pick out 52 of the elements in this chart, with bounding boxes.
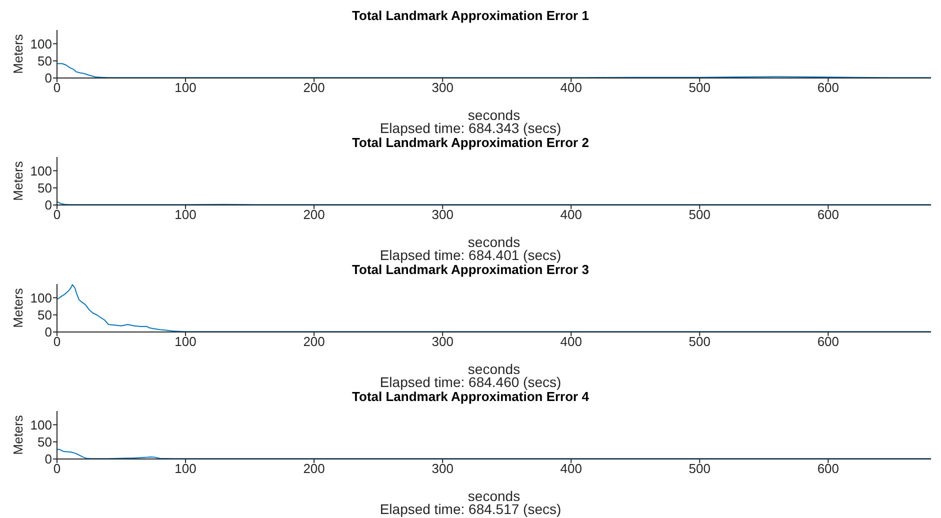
x-tick-label: 100 [174,334,196,350]
x-tick-label: 200 [303,207,325,222]
y-tick-label: 100 [30,290,52,306]
y-tick-label: 0 [44,452,52,467]
x-tick-label: 500 [688,207,710,222]
x-tick-label: 300 [432,461,454,476]
y-axis-title: Meters [10,160,26,201]
text: Elapsed time: 684.517 (secs) [378,501,562,517]
x-tick-label: 300 [432,80,454,96]
y-tick-label: 0 [44,198,52,213]
x-tick-label: 500 [688,80,710,96]
x-tick-label: 500 [688,334,710,350]
y-tick-label: 50 [38,180,52,196]
x-tick-label: 300 [432,334,454,350]
text: Elapsed time: 684.343 (secs) [378,120,562,136]
text: Elapsed time: 684.401 (secs) [378,247,562,263]
x-tick-label: 400 [560,461,582,476]
chart-title: Total Landmark Approximation Error 1 [351,8,590,24]
x-tick-label: 300 [432,207,454,222]
x-axis-title: seconds [468,488,520,504]
y-axis-title: Meters [10,288,26,328]
x-tick-label: 100 [174,207,196,222]
y-tick-label: 50 [38,307,52,322]
x-tick-label: 500 [688,461,710,476]
x-axis-title: seconds [468,107,520,123]
chart-title: Total Landmark Approximation Error 4 [351,389,590,405]
y-tick-label: 50 [38,434,52,450]
x-tick-label: 600 [817,207,840,222]
y-tick-label: 0 [44,70,52,86]
y-tick-label: 100 [30,417,52,432]
x-tick-label: 400 [560,80,582,96]
x-axis-title: seconds [468,361,520,377]
x-tick-label: 600 [817,80,840,96]
y-tick-label: 0 [44,324,52,340]
chart-title: Total Landmark Approximation Error 3 [351,262,590,278]
y-tick-label: 100 [30,36,52,52]
x-tick-label: 400 [560,207,582,222]
x-tick-label: 200 [303,461,325,476]
x-tick-label: 200 [303,334,325,350]
chart-title: Total Landmark Approximation Error 2 [351,135,590,151]
x-axis-title: seconds [468,234,520,250]
x-tick-label: 100 [174,461,196,476]
y-tick-label: 50 [38,53,52,68]
y-tick-label: 100 [30,163,52,178]
y-axis-title: Meters [10,34,26,74]
text: Elapsed time: 684.460 (secs) [378,374,562,390]
x-tick-label: 400 [560,334,582,350]
y-axis-title: Meters [10,414,26,455]
x-tick-label: 200 [303,80,325,96]
x-tick-label: 600 [817,461,840,476]
x-tick-label: 600 [817,334,840,350]
x-tick-label: 100 [174,80,196,96]
